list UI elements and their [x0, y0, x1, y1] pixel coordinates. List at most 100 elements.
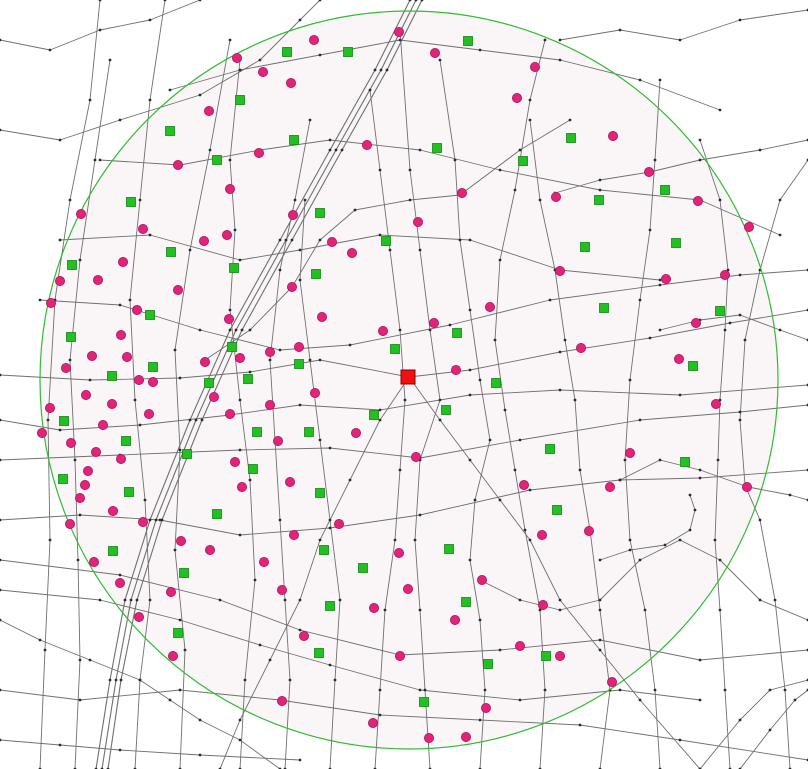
pink-circle-icon[interactable]	[165, 587, 176, 598]
green-square-icon[interactable]	[67, 260, 77, 270]
green-square-icon[interactable]	[248, 464, 258, 474]
green-square-icon[interactable]	[173, 628, 183, 638]
green-square-icon[interactable]	[145, 310, 155, 320]
green-square-icon[interactable]	[518, 156, 528, 166]
pink-circle-icon[interactable]	[309, 387, 320, 398]
pink-circle-icon[interactable]	[236, 481, 247, 492]
green-square-icon[interactable]	[688, 361, 698, 371]
green-square-icon[interactable]	[463, 36, 473, 46]
pink-circle-icon[interactable]	[393, 26, 404, 37]
pink-circle-icon[interactable]	[584, 526, 595, 537]
pink-circle-icon[interactable]	[147, 376, 158, 387]
pink-circle-icon[interactable]	[293, 341, 304, 352]
green-square-icon[interactable]	[594, 195, 604, 205]
green-square-icon[interactable]	[599, 303, 609, 313]
pink-circle-icon[interactable]	[65, 519, 76, 530]
pink-circle-icon[interactable]	[607, 677, 618, 688]
pink-circle-icon[interactable]	[298, 631, 309, 642]
green-square-icon[interactable]	[282, 47, 292, 57]
pink-circle-icon[interactable]	[75, 492, 86, 503]
pink-circle-icon[interactable]	[361, 139, 372, 150]
pink-circle-icon[interactable]	[410, 451, 421, 462]
pink-circle-icon[interactable]	[198, 235, 209, 246]
green-square-icon[interactable]	[444, 544, 454, 554]
intersection-marker-layer[interactable]	[37, 26, 755, 744]
green-square-icon[interactable]	[165, 126, 175, 136]
poi-marker-layer[interactable]	[58, 36, 725, 707]
pink-circle-icon[interactable]	[555, 651, 566, 662]
center-point-layer[interactable]	[400, 369, 416, 385]
pink-circle-icon[interactable]	[484, 301, 495, 312]
green-square-icon[interactable]	[358, 563, 368, 573]
pink-circle-icon[interactable]	[316, 311, 327, 322]
green-square-icon[interactable]	[121, 436, 131, 446]
green-square-icon[interactable]	[461, 597, 471, 607]
pink-circle-icon[interactable]	[108, 505, 119, 516]
pink-circle-icon[interactable]	[204, 545, 215, 556]
green-square-icon[interactable]	[432, 143, 442, 153]
pink-circle-icon[interactable]	[377, 325, 388, 336]
pink-circle-icon[interactable]	[272, 435, 283, 446]
green-square-icon[interactable]	[552, 505, 562, 515]
pink-circle-icon[interactable]	[89, 557, 100, 568]
green-square-icon[interactable]	[419, 697, 429, 707]
pink-circle-icon[interactable]	[394, 651, 405, 662]
pink-circle-icon[interactable]	[76, 208, 87, 219]
pink-circle-icon[interactable]	[257, 67, 268, 78]
pink-circle-icon[interactable]	[350, 427, 361, 438]
pink-circle-icon[interactable]	[172, 159, 183, 170]
pink-circle-icon[interactable]	[284, 476, 295, 487]
pink-circle-icon[interactable]	[258, 557, 269, 568]
pink-circle-icon[interactable]	[333, 519, 344, 530]
pink-circle-icon[interactable]	[693, 195, 704, 206]
pink-circle-icon[interactable]	[346, 247, 357, 258]
pink-circle-icon[interactable]	[66, 437, 77, 448]
pink-circle-icon[interactable]	[116, 329, 127, 340]
pink-circle-icon[interactable]	[537, 530, 548, 541]
green-square-icon[interactable]	[66, 332, 76, 342]
green-square-icon[interactable]	[235, 95, 245, 105]
pink-circle-icon[interactable]	[449, 615, 460, 626]
pink-circle-icon[interactable]	[133, 374, 144, 385]
pink-circle-icon[interactable]	[80, 479, 91, 490]
pink-circle-icon[interactable]	[576, 342, 587, 353]
pink-circle-icon[interactable]	[93, 274, 104, 285]
green-square-icon[interactable]	[212, 509, 222, 519]
pink-circle-icon[interactable]	[199, 356, 210, 367]
green-square-icon[interactable]	[566, 133, 576, 143]
pink-circle-icon[interactable]	[224, 408, 235, 419]
green-square-icon[interactable]	[126, 197, 136, 207]
pink-circle-icon[interactable]	[674, 353, 685, 364]
green-square-icon[interactable]	[680, 457, 690, 467]
green-square-icon[interactable]	[390, 344, 400, 354]
green-square-icon[interactable]	[166, 247, 176, 257]
pink-circle-icon[interactable]	[608, 130, 619, 141]
green-square-icon[interactable]	[204, 378, 214, 388]
pink-circle-icon[interactable]	[287, 209, 298, 220]
green-square-icon[interactable]	[59, 416, 69, 426]
green-square-icon[interactable]	[148, 362, 158, 372]
green-square-icon[interactable]	[381, 236, 391, 246]
pink-circle-icon[interactable]	[644, 166, 655, 177]
pink-circle-icon[interactable]	[55, 275, 66, 286]
green-square-icon[interactable]	[107, 371, 117, 381]
pink-circle-icon[interactable]	[203, 106, 214, 117]
pink-circle-icon[interactable]	[450, 364, 461, 375]
pink-circle-icon[interactable]	[264, 346, 275, 357]
pink-circle-icon[interactable]	[276, 585, 287, 596]
green-square-icon[interactable]	[483, 659, 493, 669]
pink-circle-icon[interactable]	[288, 530, 299, 541]
green-square-icon[interactable]	[314, 648, 324, 658]
pink-circle-icon[interactable]	[460, 732, 471, 743]
green-square-icon[interactable]	[304, 427, 314, 437]
center-point-marker[interactable]	[400, 369, 416, 385]
pink-circle-icon[interactable]	[428, 317, 439, 328]
pink-circle-icon[interactable]	[402, 584, 413, 595]
pink-circle-icon[interactable]	[476, 575, 487, 586]
pink-circle-icon[interactable]	[46, 297, 57, 308]
green-square-icon[interactable]	[369, 410, 379, 420]
green-square-icon[interactable]	[229, 263, 239, 273]
pink-circle-icon[interactable]	[720, 269, 731, 280]
pink-circle-icon[interactable]	[118, 256, 129, 267]
pink-circle-icon[interactable]	[143, 408, 154, 419]
